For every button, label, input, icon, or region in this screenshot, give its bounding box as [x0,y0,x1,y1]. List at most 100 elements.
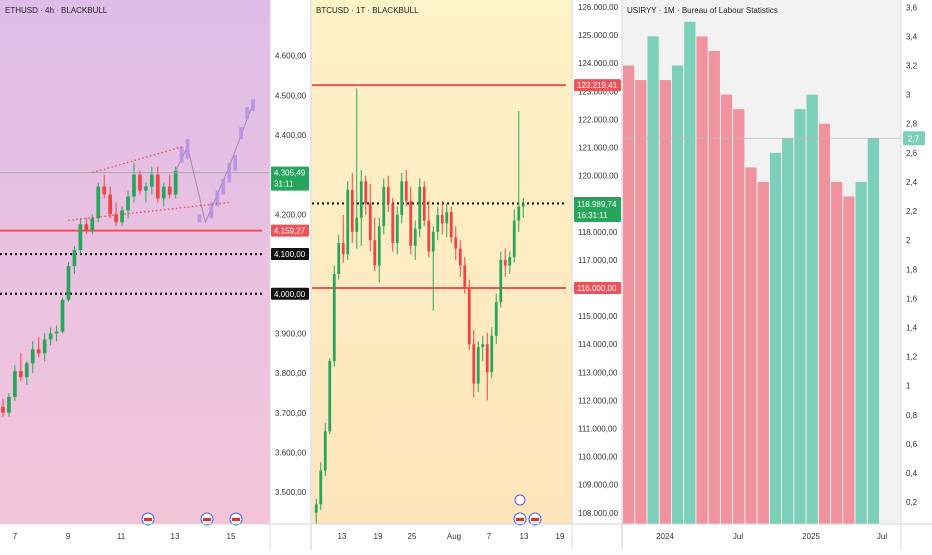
candle-body[interactable] [108,194,113,215]
candle-body[interactable] [368,203,372,241]
inflation-bar[interactable] [733,109,745,525]
candle-body[interactable] [314,504,318,513]
btcusd-time-scale[interactable] [312,524,622,550]
candle-body[interactable] [431,231,435,252]
inflation-bar[interactable] [769,152,782,525]
candle-body[interactable] [66,265,71,300]
candle-body[interactable] [328,361,332,432]
projection-path[interactable] [175,103,254,224]
candle-body[interactable] [350,189,354,232]
candle-body[interactable] [395,214,399,244]
candle-body[interactable] [36,349,41,354]
inflation-bar[interactable] [647,36,659,525]
candle-body[interactable] [517,206,521,221]
ethusd-time-scale[interactable] [0,524,310,550]
candle-body[interactable] [96,186,101,219]
usiryy-value-scale[interactable] [901,0,932,524]
candle-body[interactable] [454,237,458,249]
inflation-bar[interactable] [684,21,696,524]
inflation-bar[interactable] [806,94,818,524]
candle-body[interactable] [84,224,89,231]
candle-body[interactable] [418,186,422,229]
candle-body[interactable] [512,220,516,258]
candle-body[interactable] [126,196,130,211]
candle-body[interactable] [508,257,512,266]
inflation-bar[interactable] [745,167,757,524]
candle-body[interactable] [481,344,485,347]
candle-body[interactable] [409,200,413,246]
candle-body[interactable] [1,406,5,413]
candle-body[interactable] [413,228,417,246]
inflation-bar[interactable] [818,123,831,524]
candle-body[interactable] [161,186,166,199]
inflation-bar[interactable] [623,65,635,525]
panel-divider[interactable] [621,0,623,550]
candle-body[interactable] [24,363,29,378]
inflation-bar[interactable] [708,50,720,524]
inflation-bar[interactable] [671,65,684,525]
candle-body[interactable] [54,331,59,334]
candle-body[interactable] [319,470,323,505]
candle-body[interactable] [476,346,480,384]
candle-body[interactable] [382,186,386,227]
candle-body[interactable] [373,240,377,266]
wedge-lower-trendline[interactable] [68,201,230,221]
candle-body[interactable] [114,214,118,223]
wedge-upper-trendline[interactable] [92,146,182,174]
candle-body[interactable] [404,181,408,201]
candle-body[interactable] [427,220,431,252]
candle-body[interactable] [472,344,476,384]
inflation-bar[interactable] [831,181,843,524]
panel-divider[interactable] [310,0,312,550]
inflation-bar[interactable] [720,94,733,524]
candle-body[interactable] [48,333,53,340]
candle-body[interactable] [449,212,453,238]
candle-body[interactable] [440,214,444,224]
inflation-bar[interactable] [867,138,879,524]
candle-body[interactable] [120,210,124,223]
usiryy-chart-panel[interactable]: 3,6 3,4 3,2 3 2,8 2,6 2,4 2,2 2 1,8 1,6 1,4 1,2 1 0,8 0… [623,0,932,550]
ethusd-price-scale[interactable] [270,0,310,524]
candle-body[interactable] [155,174,160,199]
inflation-bar[interactable] [659,80,671,525]
btcusd-chart-panel[interactable]: 126.000,00 125.000,00 124.000,00 123.000,00… [312,0,622,550]
inflation-bar[interactable] [696,36,708,525]
candle-body[interactable] [42,339,47,354]
candle-body[interactable] [18,371,23,378]
candle-body[interactable] [355,217,359,232]
btcusd-plot-area[interactable] [312,0,572,524]
inflation-bar[interactable] [843,196,855,525]
candle-body[interactable] [13,371,17,397]
candle-body[interactable] [144,186,148,191]
candle-body[interactable] [173,170,178,195]
candle-body[interactable] [167,186,172,195]
candle-body[interactable] [485,344,489,373]
candle-body[interactable] [138,174,142,191]
candle-body[interactable] [436,214,440,232]
candle-body[interactable] [391,203,395,244]
candle-body[interactable] [332,273,336,362]
ethusd-chart-panel[interactable]: 4.600,004.500,004.400,004.300,004.200,00… [0,0,310,550]
candle-body[interactable] [60,299,65,332]
lightning-event-icon[interactable] [514,494,526,506]
candle-body[interactable] [377,226,381,266]
candle-body[interactable] [503,259,507,266]
candle-body[interactable] [467,287,471,345]
candle-body[interactable] [499,259,503,303]
candle-body[interactable] [78,224,83,251]
ethusd-plot-area[interactable] [0,0,270,524]
candle-body[interactable] [521,203,525,207]
candle-body[interactable] [72,250,77,266]
candle-body[interactable] [323,431,327,471]
candle-body[interactable] [337,243,341,274]
candle-body[interactable] [132,174,136,197]
inflation-bar[interactable] [855,181,867,524]
candle-body[interactable] [149,174,154,187]
inflation-bar[interactable] [757,181,769,524]
candle-body[interactable] [400,181,404,215]
candle-body[interactable] [102,186,107,195]
candle-body[interactable] [7,396,11,413]
inflation-bar[interactable] [782,138,794,524]
candle-body[interactable] [422,186,426,221]
candle-body[interactable] [386,186,390,204]
